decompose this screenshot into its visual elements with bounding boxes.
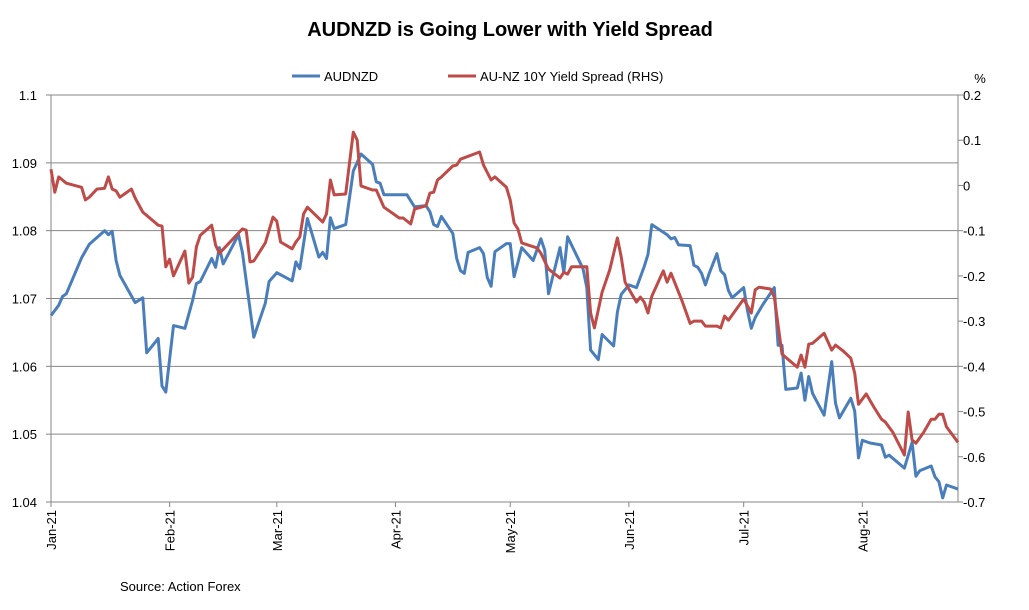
left-tick-label: 1.04 (12, 495, 37, 510)
x-tick-label: May-21 (503, 510, 518, 553)
left-tick-label: 1.09 (12, 156, 37, 171)
x-tick-label: Apr-21 (388, 510, 403, 549)
right-tick-label: -0.6 (963, 450, 985, 465)
x-tick-label: Jun-21 (622, 510, 637, 550)
source-note: Source: Action Forex (120, 579, 241, 594)
x-tick-label: Mar-21 (270, 510, 285, 551)
legend-label: AU-NZ 10Y Yield Spread (RHS) (480, 69, 663, 84)
gridlines (51, 94, 958, 503)
left-tick-label: 1.05 (12, 427, 37, 442)
x-tick-label: Feb-21 (163, 510, 178, 551)
left-tick-label: 1.06 (12, 359, 37, 374)
legend: AUDNZD AU-NZ 10Y Yield Spread (RHS) (292, 69, 663, 84)
left-tick-label: 1.08 (12, 224, 37, 239)
left-tick-label: 1.1 (19, 88, 37, 103)
right-tick-label: 0.1 (963, 133, 981, 148)
legend-label: AUDNZD (324, 69, 378, 84)
right-tick-label: -0.1 (963, 224, 985, 239)
right-axis-unit: % (974, 71, 986, 86)
right-tick-label: 0 (963, 178, 970, 193)
right-tick-label: -0.5 (963, 405, 985, 420)
x-tick-label: Jan-21 (44, 510, 59, 550)
x-tick-label: Jul-21 (737, 510, 752, 545)
series-line-yield-spread (49, 130, 960, 457)
series-line-audnzd (49, 152, 959, 500)
chart-title: AUDNZD is Going Lower with Yield Spread (307, 19, 713, 41)
x-tick-label: Aug-21 (855, 510, 870, 552)
axes: 1.04 1.05 1.06 1.07 1.08 1.09 1.1 -0.7 -0.6 -0.5 -… (12, 88, 986, 553)
series-lines (49, 130, 960, 500)
right-tick-label: 0.2 (963, 88, 981, 103)
right-tick-label: -0.7 (963, 495, 985, 510)
right-tick-label: -0.2 (963, 269, 985, 284)
right-tick-label: -0.3 (963, 314, 985, 329)
right-tick-label: -0.4 (963, 359, 985, 374)
left-tick-label: 1.07 (12, 292, 37, 307)
